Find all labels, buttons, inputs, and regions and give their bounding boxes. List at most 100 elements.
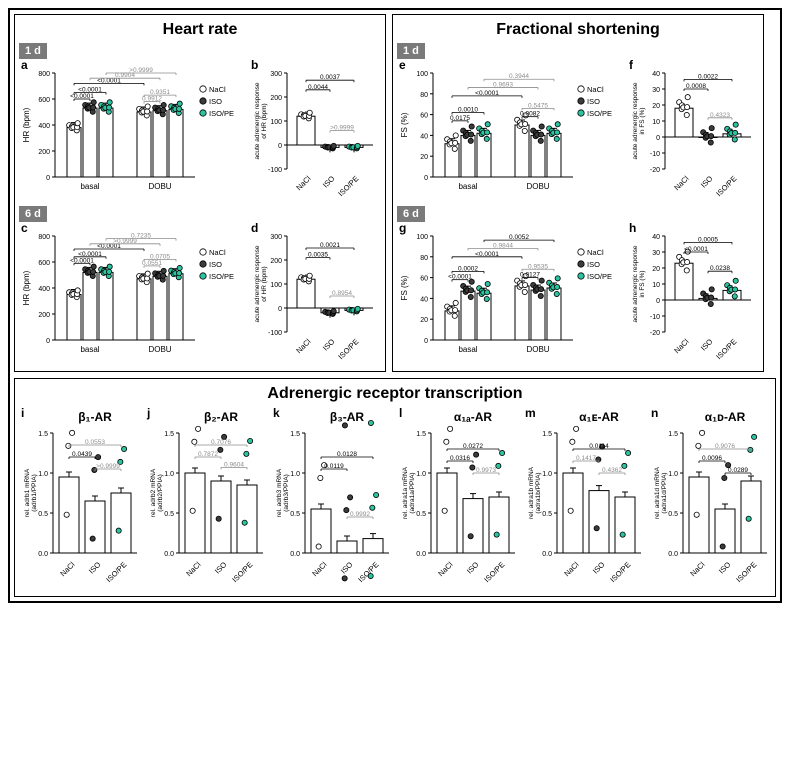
svg-text:a: a: [21, 59, 28, 72]
svg-text:ISO/PE: ISO/PE: [714, 174, 738, 198]
svg-text:0: 0: [278, 143, 282, 150]
svg-text:NaCl: NaCl: [672, 337, 690, 355]
svg-text:0.0096: 0.0096: [702, 455, 722, 462]
svg-text:600: 600: [38, 260, 50, 267]
svg-text:<0.0001: <0.0001: [78, 251, 102, 258]
svg-text:NaCl: NaCl: [184, 560, 202, 578]
svg-text:ISO: ISO: [699, 174, 715, 190]
svg-text:h: h: [629, 222, 636, 235]
svg-text:0.8954: 0.8954: [332, 290, 352, 297]
svg-text:10: 10: [652, 119, 660, 126]
svg-text:0.1417: 0.1417: [576, 455, 596, 462]
adrenergic-title: Adrenergic receptor transcription: [19, 385, 771, 403]
svg-text:0.9604: 0.9604: [224, 461, 244, 468]
svg-text:0.0114: 0.0114: [589, 443, 609, 450]
svg-text:β₁-AR: β₁-AR: [78, 410, 112, 424]
day6-tag: 6 d: [19, 206, 47, 222]
plot-n: 0.00.51.01.5rel. adra1d mRNA(adra1d/PPIA…: [649, 407, 771, 592]
svg-text:ISO: ISO: [87, 560, 103, 576]
svg-text:200: 200: [38, 312, 50, 319]
svg-text:-20: -20: [650, 330, 660, 337]
plot-e: 020406080100FS (%)ebasalDOBU0.01750.0010…: [397, 59, 627, 204]
svg-text:0.7872: 0.7872: [198, 451, 218, 458]
svg-text:ISO: ISO: [465, 560, 481, 576]
svg-text:0: 0: [656, 298, 660, 305]
svg-text:0.5: 0.5: [164, 511, 174, 518]
svg-text:rel. adrb1 mRNA(adrb1/PPIA): rel. adrb1 mRNA(adrb1/PPIA): [24, 468, 38, 517]
plot-a: 0200400600800HR (bpm)abasalDOBU<0.0001<0…: [19, 59, 249, 204]
svg-text:acute adrenergic responseof HR: acute adrenergic responseof HR (bpm): [254, 82, 268, 159]
svg-text:0.0: 0.0: [164, 551, 174, 558]
svg-text:1.5: 1.5: [38, 431, 48, 438]
svg-text:ISO/PE: ISO/PE: [734, 560, 758, 584]
svg-text:NaCl: NaCl: [58, 560, 76, 578]
svg-text:0.9693: 0.9693: [493, 82, 513, 89]
svg-text:ISO: ISO: [587, 260, 600, 269]
svg-text:0: 0: [424, 175, 428, 182]
svg-text:0.4362: 0.4362: [602, 467, 622, 474]
svg-text:0: 0: [656, 135, 660, 142]
svg-text:ISO: ISO: [717, 560, 733, 576]
svg-text:0.0128: 0.0128: [337, 451, 357, 458]
svg-text:i: i: [21, 407, 24, 420]
svg-text:0.0: 0.0: [416, 551, 426, 558]
svg-text:300: 300: [270, 71, 282, 78]
svg-text:f: f: [629, 59, 634, 72]
svg-text:0.0119: 0.0119: [324, 463, 344, 470]
plot-m: 0.00.51.01.5rel. adra1b mRNA(adra1b/PPIA…: [523, 407, 645, 592]
svg-text:0.5: 0.5: [668, 511, 678, 518]
svg-text:0.5: 0.5: [416, 511, 426, 518]
svg-text:0.3944: 0.3944: [509, 73, 529, 80]
svg-text:0.0052: 0.0052: [509, 234, 529, 241]
svg-text:0.7076: 0.7076: [211, 439, 231, 446]
fractional-shortening-box: Fractional shortening 1 d 020406080100FS…: [392, 14, 764, 372]
svg-text:200: 200: [270, 258, 282, 265]
svg-text:-10: -10: [650, 314, 660, 321]
svg-text:ISO/PE: ISO/PE: [209, 109, 234, 118]
svg-text:>0.9999: >0.9999: [330, 125, 354, 132]
svg-text:g: g: [399, 222, 406, 235]
svg-text:ISO/PE: ISO/PE: [356, 560, 380, 584]
svg-text:80: 80: [420, 255, 428, 262]
svg-text:800: 800: [38, 71, 50, 78]
svg-text:0.0: 0.0: [38, 551, 48, 558]
svg-text:basal: basal: [458, 345, 477, 354]
svg-text:1.0: 1.0: [38, 471, 48, 478]
svg-text:0: 0: [424, 338, 428, 345]
svg-text:ISO/PE: ISO/PE: [336, 337, 360, 361]
svg-text:0.7235: 0.7235: [131, 233, 151, 240]
svg-text:l: l: [399, 407, 402, 420]
svg-text:0.0021: 0.0021: [320, 242, 340, 249]
svg-text:1.5: 1.5: [164, 431, 174, 438]
svg-text:ISO: ISO: [339, 560, 355, 576]
plot-g: 020406080100FS (%)gbasalDOBU<0.00010.000…: [397, 222, 627, 367]
svg-text:NaCl: NaCl: [672, 174, 690, 192]
svg-text:0.5475: 0.5475: [528, 102, 548, 109]
svg-text:ISO: ISO: [321, 337, 337, 353]
svg-text:0.0272: 0.0272: [463, 443, 483, 450]
svg-text:β₃-AR: β₃-AR: [330, 410, 365, 424]
plot-i: 0.0 0.5 1.0 1.5 rel. adrb1 mRNA(adrb1/PPIA) i…: [19, 407, 141, 592]
svg-text:20: 20: [652, 266, 660, 273]
svg-text:0.0127: 0.0127: [520, 272, 540, 279]
svg-text:α₁ᴅ-AR: α₁ᴅ-AR: [705, 410, 746, 424]
svg-text:40: 40: [420, 133, 428, 140]
svg-text:ISO: ISO: [699, 337, 715, 353]
svg-text:<0.0001: <0.0001: [78, 87, 102, 94]
svg-text:0.0289: 0.0289: [728, 467, 748, 474]
svg-text:0.5: 0.5: [38, 511, 48, 518]
svg-text:400: 400: [38, 123, 50, 130]
svg-text:ISO: ISO: [321, 174, 337, 190]
svg-text:0.0005: 0.0005: [698, 236, 718, 243]
svg-text:acute adrenergic responseof HR: acute adrenergic responseof HR (bpm): [254, 245, 268, 322]
svg-text:DOBU: DOBU: [526, 345, 549, 354]
svg-text:100: 100: [270, 282, 282, 289]
svg-text:1.5: 1.5: [416, 431, 426, 438]
svg-text:<0.0001: <0.0001: [684, 246, 708, 253]
svg-text:0.0044: 0.0044: [308, 84, 328, 91]
svg-text:0.0035: 0.0035: [308, 252, 328, 259]
svg-text:NaCl: NaCl: [310, 560, 328, 578]
svg-text:20: 20: [420, 317, 428, 324]
svg-text:400: 400: [38, 286, 50, 293]
svg-text:40: 40: [652, 234, 660, 241]
